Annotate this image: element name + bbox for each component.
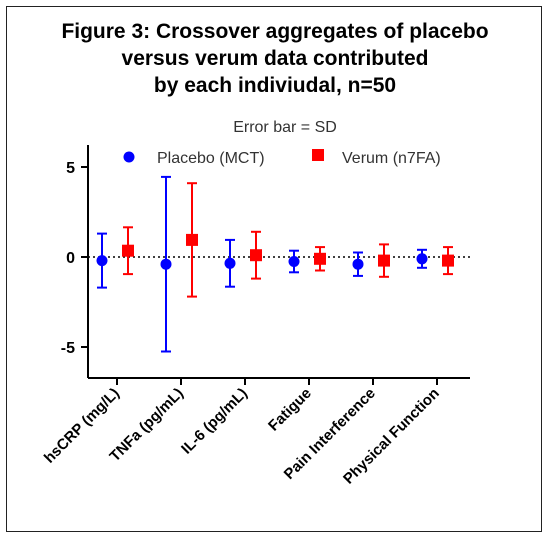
figure-frame bbox=[6, 6, 542, 532]
verum-point bbox=[378, 254, 390, 267]
placebo-point bbox=[352, 258, 364, 270]
legend-placebo-label: Placebo (MCT) bbox=[157, 150, 265, 167]
y-tick-label: 0 bbox=[66, 250, 75, 267]
placebo-point bbox=[96, 255, 108, 267]
verum-point bbox=[314, 252, 326, 265]
placebo-point bbox=[288, 256, 300, 267]
data-marks bbox=[96, 175, 454, 353]
y-tick-label: 5 bbox=[66, 160, 75, 177]
title-line-1: Figure 3: Crossover aggregates of placeb… bbox=[61, 20, 489, 43]
verum-point bbox=[186, 233, 198, 246]
placebo-point bbox=[160, 258, 172, 270]
title-line-2: versus verum data contributed bbox=[121, 47, 429, 70]
y-tick-label: -5 bbox=[61, 340, 75, 357]
title-line-3: by each indiviudal, n=50 bbox=[153, 74, 397, 97]
verum-point bbox=[442, 254, 454, 267]
figure-title: Figure 3: Crossover aggregates of placeb… bbox=[0, 18, 550, 99]
x-tick-label: Fatigue bbox=[265, 385, 315, 435]
legend-verum-marker bbox=[312, 149, 324, 161]
verum-point bbox=[250, 249, 262, 262]
placebo-point bbox=[416, 253, 428, 265]
placebo-point bbox=[224, 257, 236, 269]
legend: Placebo (MCT) Verum (n7FA) bbox=[123, 149, 441, 167]
x-tick-label: IL-6 (pg/mL) bbox=[178, 385, 251, 458]
legend-placebo-marker bbox=[123, 151, 135, 163]
chart-subtitle: Error bar = SD bbox=[233, 119, 337, 136]
legend-verum-label: Verum (n7FA) bbox=[342, 150, 441, 167]
verum-point bbox=[122, 244, 134, 257]
